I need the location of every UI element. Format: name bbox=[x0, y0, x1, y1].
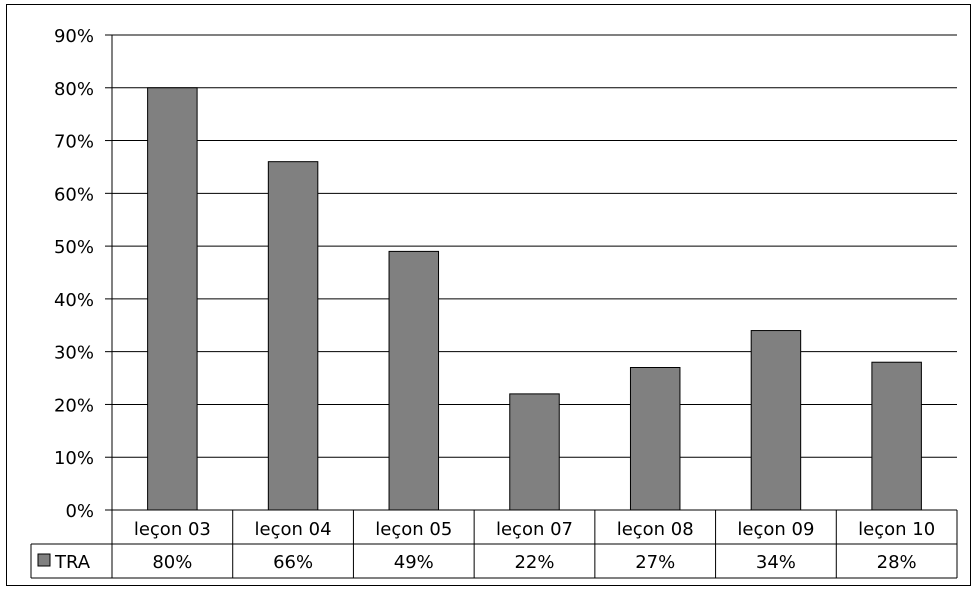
y-tick-label: 50% bbox=[54, 237, 94, 258]
bar bbox=[509, 393, 560, 511]
category-label: leçon 03 bbox=[134, 519, 211, 540]
y-tick-label: 10% bbox=[54, 448, 94, 469]
legend-key bbox=[37, 553, 51, 567]
y-tick-label: 40% bbox=[54, 290, 94, 311]
category-label: leçon 10 bbox=[858, 519, 935, 540]
y-tick-label: 90% bbox=[54, 26, 94, 47]
data-value-label: 49% bbox=[394, 552, 434, 573]
y-axis-ticks: 0% 10% 20% 30% 40% 50% 60% 70% 80% 90% bbox=[54, 26, 113, 522]
category-label: leçon 08 bbox=[617, 519, 694, 540]
y-tick-label: 60% bbox=[54, 184, 94, 205]
y-tick-label: 30% bbox=[54, 343, 94, 364]
legend-series-name: TRA bbox=[54, 552, 91, 573]
bar bbox=[750, 330, 802, 511]
data-table: leçon 03 leçon 04 leçon 05 leçon 07 leçon 08… bbox=[30, 509, 958, 579]
bar bbox=[388, 250, 440, 511]
data-value-label: 27% bbox=[635, 552, 675, 573]
data-value-label: 80% bbox=[152, 552, 192, 573]
bar bbox=[871, 361, 922, 511]
data-value-label: 22% bbox=[514, 552, 554, 573]
bar bbox=[147, 87, 198, 511]
y-tick-label: 70% bbox=[54, 132, 94, 153]
y-tick-label: 0% bbox=[65, 501, 94, 522]
y-tick-label: 80% bbox=[54, 79, 94, 100]
data-value-label: 66% bbox=[273, 552, 313, 573]
bar bbox=[267, 161, 319, 511]
category-label: leçon 09 bbox=[737, 519, 814, 540]
data-value-label: 28% bbox=[877, 552, 917, 573]
category-label: leçon 04 bbox=[255, 519, 332, 540]
category-label: leçon 07 bbox=[496, 519, 573, 540]
bars bbox=[147, 87, 922, 511]
category-label: leçon 05 bbox=[375, 519, 452, 540]
y-tick-label: 20% bbox=[54, 395, 94, 416]
data-value-label: 34% bbox=[756, 552, 796, 573]
bar bbox=[629, 367, 681, 511]
